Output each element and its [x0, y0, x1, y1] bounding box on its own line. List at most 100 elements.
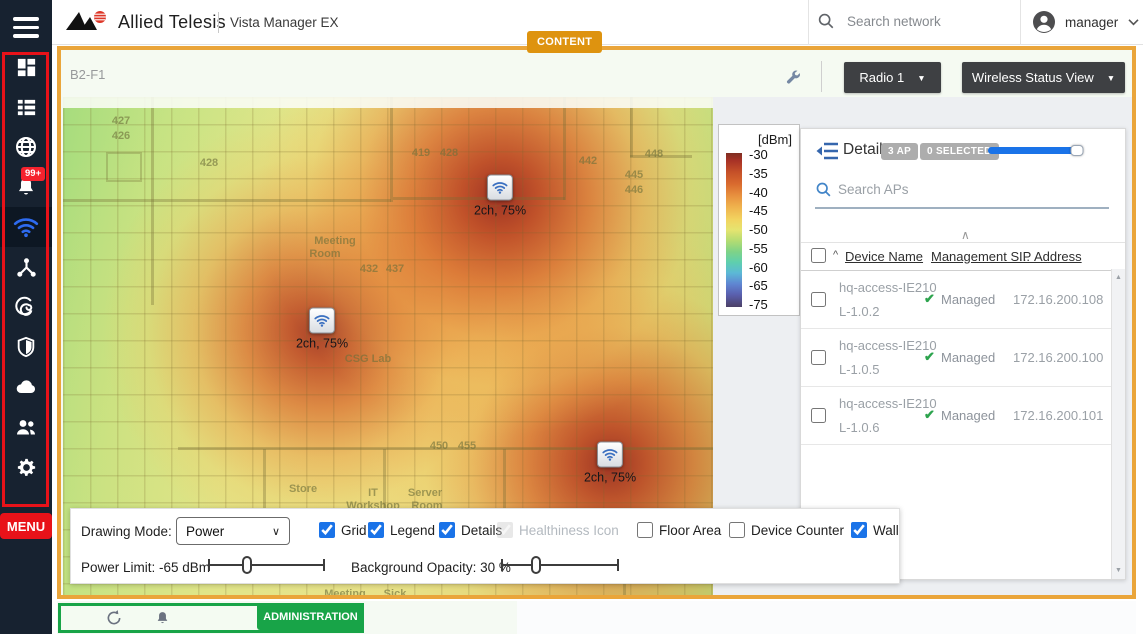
- refresh-icon[interactable]: [105, 609, 123, 627]
- table-row[interactable]: hq-access-IE210 L-1.0.6 ✔ Managed 172.16…: [801, 387, 1113, 445]
- row-checkbox[interactable]: [811, 350, 826, 365]
- wall-line: [563, 97, 566, 200]
- sidebar-item-users[interactable]: [0, 407, 52, 447]
- table-row[interactable]: hq-access-IE210 L-1.0.5 ✔ Managed 172.16…: [801, 329, 1113, 387]
- wall-line: [503, 449, 506, 541]
- wall-line: [393, 197, 565, 200]
- ap-channel-label: 2ch, 75%: [473, 203, 527, 218]
- sidebar-item-events[interactable]: 99+: [0, 167, 52, 207]
- top-bar: Allied Telesis Vista Manager EX Search n…: [52, 0, 1143, 45]
- view-selector-label: Wireless Status View: [971, 70, 1094, 85]
- checkbox-input[interactable]: [729, 522, 745, 538]
- table-scrollbar[interactable]: ▲ ▼: [1111, 269, 1125, 579]
- wall-checkbox[interactable]: Wall: [851, 522, 899, 538]
- legend-checkbox[interactable]: Legend: [368, 522, 435, 538]
- slider-track[interactable]: [208, 564, 325, 566]
- checkbox-input[interactable]: [319, 522, 335, 538]
- slider-tick: [323, 559, 325, 571]
- power-limit-slider[interactable]: [208, 555, 325, 575]
- room-label: 427: [111, 115, 131, 127]
- sidebar-item-security[interactable]: [0, 327, 52, 367]
- topbar-divider: [808, 0, 809, 45]
- wrench-icon[interactable]: [784, 65, 806, 87]
- device-name: hq-access-IE210: [839, 396, 937, 411]
- checkbox-input[interactable]: [439, 522, 455, 538]
- sidebar-item-settings[interactable]: [0, 447, 52, 487]
- column-ip-address[interactable]: IP Address: [1019, 249, 1082, 264]
- legend-tick: -45: [749, 203, 768, 219]
- device-counter-checkbox[interactable]: Device Counter: [729, 522, 844, 538]
- dbm-legend: [dBm] -30 -35 -40 -45 -50 -55 -60 -65 -7…: [718, 124, 800, 316]
- panel-zoom-slider-handle[interactable]: [1070, 145, 1084, 156]
- sidebar-item-awc[interactable]: [0, 287, 52, 327]
- dashboard-icon: [17, 58, 35, 76]
- table-row[interactable]: hq-access-IE210 L-1.0.2 ✔ Managed 172.16…: [801, 271, 1113, 329]
- checkbox-label: Device Counter: [751, 522, 845, 538]
- users-icon: [17, 420, 35, 435]
- power-limit-label: Power Limit: -65 dBm: [81, 560, 211, 575]
- view-selector-button[interactable]: Wireless Status View ▼: [962, 62, 1125, 93]
- drawing-mode-select[interactable]: Power ∨: [176, 517, 290, 545]
- ap-search-field[interactable]: Search APs: [801, 173, 1125, 209]
- checkbox-input[interactable]: [851, 522, 867, 538]
- slider-tick: [617, 559, 619, 571]
- details-checkbox[interactable]: Details: [439, 522, 502, 538]
- shield-icon: [17, 336, 35, 358]
- row-checkbox[interactable]: [811, 292, 826, 307]
- room-label: IT: [368, 487, 378, 499]
- sidebar-item-asset-list[interactable]: [0, 87, 52, 127]
- radio-selector-label: Radio 1: [859, 70, 905, 85]
- wall-room: [106, 152, 142, 182]
- background-opacity-slider-handle[interactable]: [531, 556, 542, 574]
- swirl-icon: [14, 296, 32, 316]
- allied-telesis-logo: Allied Telesis: [66, 9, 226, 35]
- checkbox-input[interactable]: [637, 522, 653, 538]
- drawing-controls-panel: Drawing Mode: Power ∨ Grid Legend Detail…: [70, 508, 900, 584]
- checkbox-label: Details: [461, 522, 503, 538]
- checkbox-label: Legend: [390, 522, 436, 538]
- legend-tick: -60: [749, 259, 768, 275]
- wall-line: [151, 97, 154, 305]
- drawing-mode-label: Drawing Mode:: [81, 524, 172, 539]
- sidebar-item-wireless[interactable]: [0, 207, 52, 247]
- network-search-input[interactable]: Search network: [817, 12, 941, 30]
- ap-marker[interactable]: 2ch, 75%: [295, 307, 349, 351]
- sidebar-item-dashboard[interactable]: [0, 47, 52, 87]
- panel-zoom-slider[interactable]: [988, 145, 1084, 156]
- scroll-down-icon[interactable]: ▼: [1115, 567, 1122, 574]
- scroll-up-icon[interactable]: ▲: [1115, 274, 1122, 281]
- legend-tick: -55: [749, 240, 768, 256]
- background-opacity-slider[interactable]: [501, 555, 619, 575]
- slider-track[interactable]: [501, 564, 619, 566]
- sidebar-item-cloud[interactable]: [0, 367, 52, 407]
- list-icon: [17, 99, 35, 115]
- bell-icon[interactable]: [155, 610, 170, 626]
- checkbox-input[interactable]: [368, 522, 384, 538]
- wall-line: [383, 449, 386, 541]
- user-menu[interactable]: manager: [1032, 10, 1140, 34]
- device-name-line2: L-1.0.2: [839, 304, 880, 319]
- user-avatar-icon: [1033, 11, 1055, 33]
- ap-search-placeholder: Search APs: [838, 182, 909, 197]
- hamburger-menu-button[interactable]: [13, 17, 39, 38]
- collapse-panel-icon[interactable]: [815, 142, 839, 160]
- map-top-band: [63, 97, 713, 108]
- ap-marker[interactable]: 2ch, 75%: [584, 441, 636, 485]
- column-management-state[interactable]: Management S...: [931, 249, 1030, 264]
- wall-line: [63, 199, 391, 202]
- room-label: 426: [111, 130, 131, 142]
- column-device-name[interactable]: Device Name: [845, 249, 924, 264]
- select-all-checkbox[interactable]: [811, 248, 826, 263]
- ap-channel-label: 2ch, 75%: [295, 336, 349, 351]
- radio-selector-button[interactable]: Radio 1 ▼: [844, 62, 941, 93]
- details-title: Details: [843, 141, 891, 158]
- floor-area-checkbox[interactable]: Floor Area: [637, 522, 721, 538]
- row-checkbox[interactable]: [811, 408, 826, 423]
- sidebar-item-network-map[interactable]: [0, 127, 52, 167]
- room-label: Server: [407, 487, 443, 499]
- grid-checkbox[interactable]: Grid: [319, 522, 367, 538]
- ap-marker[interactable]: 2ch, 75%: [473, 174, 527, 218]
- sidebar-item-topology[interactable]: [0, 247, 52, 287]
- content-area: B2-F1 Radio 1 ▼ Wireless Status View ▼: [57, 46, 1136, 599]
- power-limit-slider-handle[interactable]: [241, 556, 252, 574]
